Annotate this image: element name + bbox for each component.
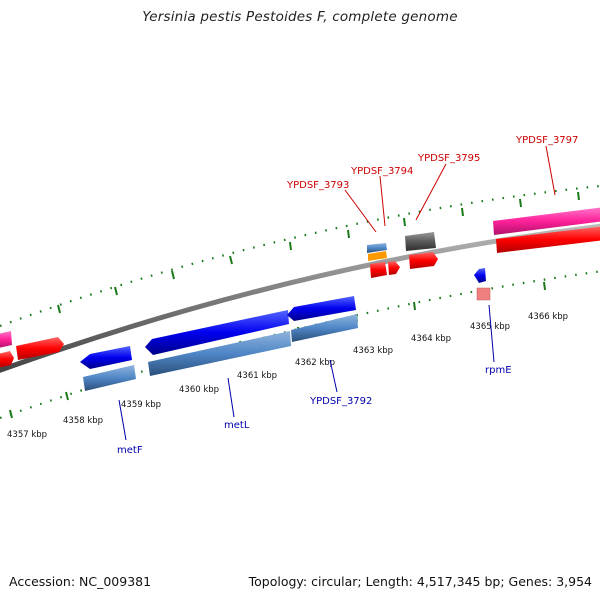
forward-cds-arrow[interactable] xyxy=(16,337,64,360)
gene-labels: YPDSF_3793 YPDSF_3794 YPDSF_3795 YPDSF_3… xyxy=(117,135,578,456)
label-leaders xyxy=(118,145,556,441)
YPDSF_3797-gene[interactable] xyxy=(493,207,600,235)
accession-text: Accession: NC_009381 xyxy=(9,574,152,589)
metF-gene[interactable] xyxy=(83,365,136,391)
scale-label: 4360 kbp xyxy=(179,385,219,395)
YPDSF_3792-gene[interactable] xyxy=(291,314,358,342)
metL-gene[interactable] xyxy=(148,331,291,376)
gene-label: rpmE xyxy=(485,365,512,376)
scale-label: 4357 kbp xyxy=(7,430,47,440)
scale-label: 4358 kbp xyxy=(63,416,103,426)
rpmE-gene[interactable] xyxy=(476,287,491,301)
YPDSF_3795-cds-arrow[interactable] xyxy=(409,252,438,269)
YPDSF_3794-cds-arrow[interactable] xyxy=(388,261,400,275)
scale-label: 4361 kbp xyxy=(237,371,277,381)
inner-major-ticks xyxy=(9,281,546,419)
outer-major-ticks xyxy=(57,191,580,314)
scale-label: 4364 kbp xyxy=(411,334,451,344)
scale-label: 4365 kbp xyxy=(470,322,510,332)
gene-label: YPDSF_3797 xyxy=(515,135,578,146)
forward-cds-arrow[interactable] xyxy=(0,351,14,368)
YPDSF_3795-gene[interactable] xyxy=(405,232,436,251)
metL-cds-arrow[interactable] xyxy=(145,310,289,355)
scale-label: 4363 kbp xyxy=(353,346,393,356)
outer-dotted-guide xyxy=(0,184,600,328)
YPDSF_3793-orange[interactable] xyxy=(368,251,387,261)
gene-label: metF xyxy=(117,445,143,456)
scale-label: 4362 kbp xyxy=(295,358,335,368)
rpmE-cds-arrow[interactable] xyxy=(474,268,486,283)
forward-gene-feature[interactable] xyxy=(0,331,12,348)
gene-label: YPDSF_3792 xyxy=(309,396,372,407)
YPDSF_3793-cds-arrow[interactable] xyxy=(370,262,387,278)
scale-labels: 4357 kbp 4358 kbp 4359 kbp 4360 kbp 4361… xyxy=(7,312,568,440)
gene-label: YPDSF_3794 xyxy=(350,166,413,177)
YPDSF_3793-gene[interactable] xyxy=(367,243,387,253)
metF-cds-arrow[interactable] xyxy=(80,346,132,369)
scale-label: 4366 kbp xyxy=(528,312,568,322)
genome-summary-text: Topology: circular; Length: 4,517,345 bp… xyxy=(248,574,592,589)
inner-dotted-guide xyxy=(0,270,600,420)
scale-label: 4359 kbp xyxy=(121,400,161,410)
gene-label: metL xyxy=(224,420,250,431)
map-title: Yersinia pestis Pestoides F, complete ge… xyxy=(142,9,458,25)
gene-label: YPDSF_3795 xyxy=(417,153,480,164)
gene-label: YPDSF_3793 xyxy=(286,180,349,191)
YPDSF_3797-cds-arrow[interactable] xyxy=(496,226,600,253)
YPDSF_3792-cds-arrow[interactable] xyxy=(287,296,356,321)
